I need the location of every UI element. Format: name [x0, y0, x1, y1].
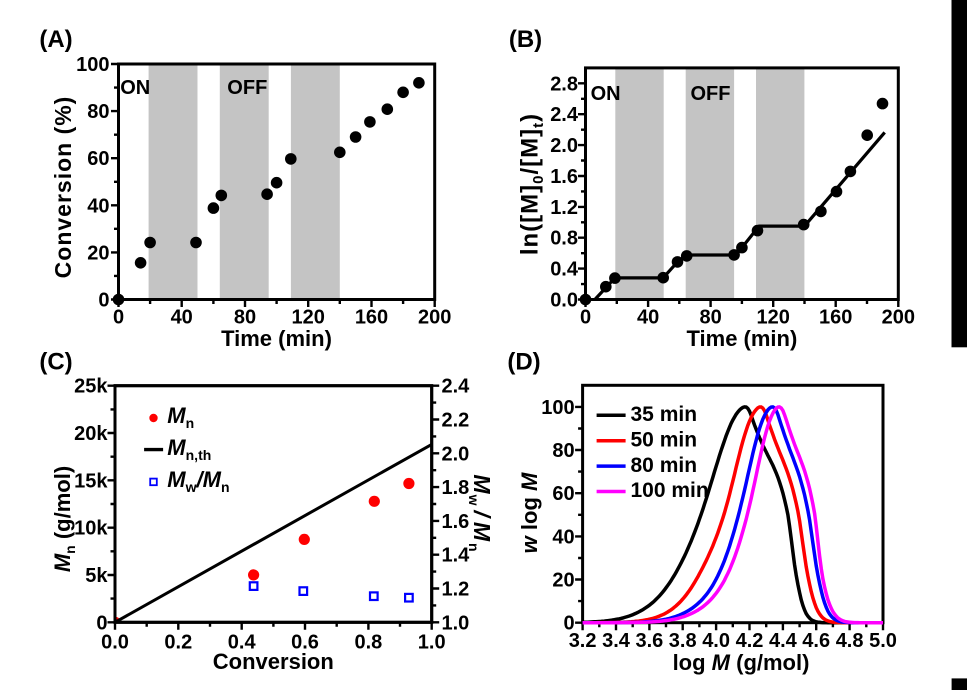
- svg-text:4.0: 4.0: [702, 630, 730, 652]
- svg-text:(D): (D): [507, 349, 540, 376]
- svg-text:0.8: 0.8: [550, 228, 578, 250]
- svg-text:0.2: 0.2: [164, 632, 192, 654]
- svg-text:1.8: 1.8: [442, 477, 470, 499]
- svg-text:0.8: 0.8: [354, 632, 382, 654]
- svg-text:0: 0: [98, 290, 109, 312]
- svg-text:10k: 10k: [74, 518, 108, 540]
- svg-text:(A): (A): [39, 26, 72, 53]
- svg-text:2.0: 2.0: [550, 135, 578, 157]
- svg-text:35 min: 35 min: [631, 403, 698, 426]
- svg-text:2.8: 2.8: [550, 73, 578, 95]
- svg-text:120: 120: [292, 306, 325, 328]
- svg-text:0.0: 0.0: [101, 632, 129, 654]
- svg-text:1.6: 1.6: [442, 511, 470, 533]
- svg-text:ON: ON: [120, 77, 150, 99]
- svg-text:OFF: OFF: [227, 77, 267, 99]
- svg-text:1.6: 1.6: [550, 166, 578, 188]
- svg-text:2.0: 2.0: [442, 443, 470, 465]
- svg-text:Time (min): Time (min): [221, 326, 332, 351]
- svg-text:1.0: 1.0: [418, 632, 446, 654]
- svg-text:60: 60: [87, 148, 109, 170]
- svg-text:4.2: 4.2: [736, 630, 764, 652]
- svg-text:80: 80: [699, 306, 721, 328]
- svg-text:80: 80: [87, 101, 109, 123]
- svg-text:0: 0: [580, 306, 591, 328]
- svg-text:5.0: 5.0: [869, 630, 897, 652]
- svg-text:40: 40: [87, 195, 109, 217]
- svg-text:20: 20: [552, 570, 574, 592]
- svg-text:120: 120: [757, 306, 790, 328]
- svg-text:25k: 25k: [74, 376, 108, 398]
- svg-text:0.4: 0.4: [550, 259, 579, 281]
- svg-text:20k: 20k: [74, 423, 108, 445]
- svg-text:ON: ON: [591, 83, 621, 105]
- svg-text:log M (g/mol): log M (g/mol): [673, 650, 810, 675]
- svg-text:3.8: 3.8: [669, 630, 697, 652]
- svg-text:(B): (B): [509, 26, 542, 53]
- svg-text:4.8: 4.8: [836, 630, 864, 652]
- svg-text:(C): (C): [39, 349, 72, 376]
- svg-text:1.4: 1.4: [442, 545, 471, 567]
- svg-text:40: 40: [171, 306, 193, 328]
- svg-text:160: 160: [819, 306, 852, 328]
- svg-text:5k: 5k: [85, 565, 108, 587]
- svg-text:80: 80: [552, 440, 574, 462]
- svg-text:2.2: 2.2: [442, 410, 470, 432]
- svg-text:160: 160: [355, 306, 388, 328]
- svg-text:100 min: 100 min: [631, 479, 709, 502]
- svg-text:60: 60: [552, 483, 574, 505]
- svg-text:Conversion (%): Conversion (%): [50, 96, 76, 279]
- svg-text:Mn (g/mol): Mn (g/mol): [50, 466, 78, 572]
- svg-text:4.4: 4.4: [769, 630, 798, 652]
- svg-text:2.4: 2.4: [442, 376, 471, 398]
- svg-text:ln([M]0/[M]t): ln([M]0/[M]t): [517, 113, 548, 255]
- svg-text:40: 40: [552, 526, 574, 548]
- svg-text:1.2: 1.2: [550, 197, 578, 219]
- svg-text:0: 0: [113, 306, 124, 328]
- svg-text:20: 20: [87, 242, 109, 264]
- svg-text:w log M: w log M: [517, 472, 542, 553]
- svg-text:1.2: 1.2: [442, 579, 470, 601]
- svg-text:Conversion: Conversion: [213, 649, 334, 674]
- svg-text:100: 100: [76, 54, 109, 76]
- svg-text:1.0: 1.0: [442, 612, 470, 634]
- svg-text:40: 40: [637, 306, 659, 328]
- svg-text:80: 80: [234, 306, 256, 328]
- svg-text:3.6: 3.6: [635, 630, 663, 652]
- svg-text:2.4: 2.4: [550, 104, 579, 126]
- svg-text:4.6: 4.6: [802, 630, 830, 652]
- svg-text:200: 200: [418, 306, 451, 328]
- svg-text:200: 200: [882, 306, 915, 328]
- svg-text:Mw/Mn: Mw/Mn: [167, 467, 229, 495]
- svg-text:OFF: OFF: [691, 83, 731, 105]
- svg-text:3.4: 3.4: [602, 630, 631, 652]
- svg-text:100: 100: [541, 397, 574, 419]
- svg-text:Mw/Mn: Mw/Mn: [466, 474, 495, 551]
- svg-text:80 min: 80 min: [631, 454, 698, 477]
- svg-text:15k: 15k: [74, 470, 108, 492]
- svg-text:3.2: 3.2: [569, 630, 597, 652]
- svg-text:Time (min): Time (min): [686, 326, 797, 351]
- svg-text:0.0: 0.0: [550, 290, 578, 312]
- svg-text:50 min: 50 min: [631, 428, 698, 451]
